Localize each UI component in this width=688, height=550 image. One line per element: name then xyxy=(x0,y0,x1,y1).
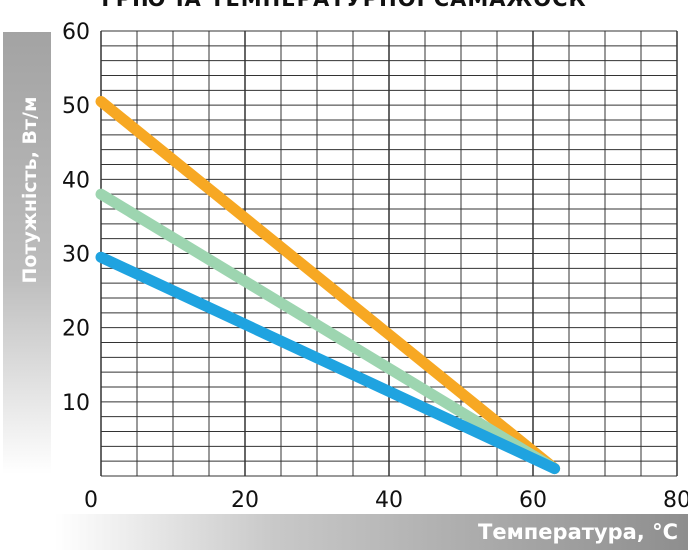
y-tick-label: 10 xyxy=(62,391,90,416)
x-tick-label: 60 xyxy=(519,488,547,513)
x-tick-label: 0 xyxy=(84,488,98,513)
x-tick-labels: 0 20 40 60 80 xyxy=(84,488,688,513)
y-tick-label: 30 xyxy=(62,243,90,268)
x-axis-label: Температура, °C xyxy=(478,520,678,544)
y-tick-label: 20 xyxy=(62,317,90,342)
grid xyxy=(100,30,678,477)
y-axis-label-bar: Потужність, Вт/м xyxy=(3,32,51,474)
x-tick-label: 20 xyxy=(231,488,259,513)
x-axis-label-bar: Температура, °C xyxy=(0,514,688,550)
x-tick-label: 40 xyxy=(375,488,403,513)
y-tick-label: 50 xyxy=(62,94,90,119)
chart-title: ГРІЮЧА ТЕМПЕРАТУРНОЇ САМАЖОСК xyxy=(0,0,688,11)
series-line-1 xyxy=(95,95,561,475)
series-line-3 xyxy=(95,251,561,475)
series-line-2 xyxy=(95,188,561,475)
series-lines xyxy=(95,95,561,475)
y-tick-label: 40 xyxy=(62,168,90,193)
y-tick-label: 60 xyxy=(62,20,90,45)
y-tick-labels: 10 20 30 40 50 60 xyxy=(62,20,90,416)
x-tick-label: 80 xyxy=(663,488,688,513)
line-chart: 10 20 30 40 50 60 0 20 40 60 80 xyxy=(62,20,688,513)
